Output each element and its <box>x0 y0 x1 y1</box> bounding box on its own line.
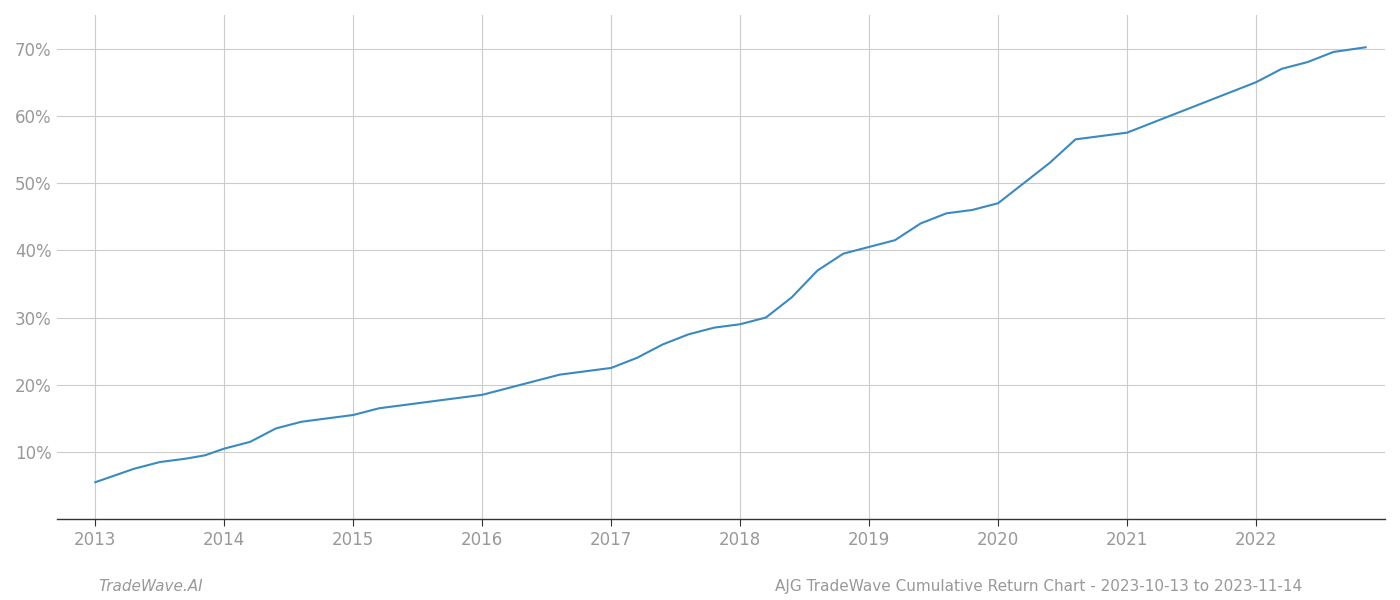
Text: TradeWave.AI: TradeWave.AI <box>98 579 203 594</box>
Text: AJG TradeWave Cumulative Return Chart - 2023-10-13 to 2023-11-14: AJG TradeWave Cumulative Return Chart - … <box>774 579 1302 594</box>
